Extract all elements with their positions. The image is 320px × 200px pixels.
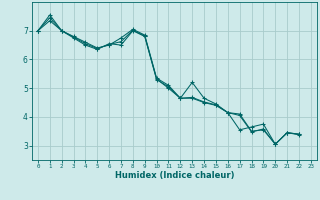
X-axis label: Humidex (Indice chaleur): Humidex (Indice chaleur) <box>115 171 234 180</box>
